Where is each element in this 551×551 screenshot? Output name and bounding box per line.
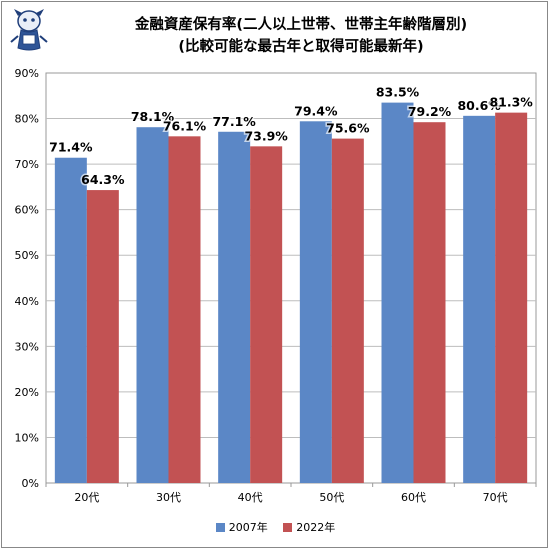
data-label-2022年-30代: 76.1% [163,118,207,133]
data-label-2007年-30代: 78.1% [131,109,175,124]
legend-label-2022: 2022年 [296,521,336,534]
x-tick-label: 60代 [401,491,426,504]
y-tick-label: 20% [15,386,39,399]
y-tick-label: 40% [15,295,39,308]
legend-swatch-2007 [215,522,225,532]
y-tick-label: 30% [15,340,39,353]
data-label-2007年-70代: 80.6% [457,98,501,113]
y-tick-label: 10% [15,431,39,444]
bar-2007年-40代 [218,131,251,483]
bar-2007年-50代 [299,121,332,484]
bar-2022年-50代 [331,138,364,483]
legend-swatch-2022 [283,522,293,532]
y-tick-label: 90% [15,67,39,80]
data-label-2007年-40代: 77.1% [212,114,256,129]
legend-item-2007: 2007年 [215,519,268,535]
bar-2022年-70代 [495,112,528,483]
data-label-2022年-60代: 79.2% [408,104,452,119]
data-label-2022年-40代: 73.9% [244,128,288,143]
bar-2022年-40代 [250,146,283,483]
legend-item-2022: 2022年 [283,519,335,535]
mascot-logo-icon [10,9,48,51]
bar-2022年-30代 [168,136,201,484]
plot-area [45,72,537,484]
chart-title: 金融資産保有率(二人以上世帯、世帯主年齢階層別) [134,17,468,33]
x-tick-label: 40代 [238,491,263,504]
bar-2007年-20代 [54,157,87,483]
bar-2007年-60代 [381,102,414,483]
bar-2007年-30代 [136,127,169,483]
bar-2022年-60代 [413,122,446,483]
y-tick-label: 70% [15,158,39,171]
data-label-2007年-20代: 71.4% [49,140,93,155]
y-tick-label: 50% [15,249,39,262]
data-label-2022年-50代: 75.6% [326,121,370,136]
y-tick-label: 80% [15,113,39,126]
legend-label-2007: 2007年 [228,521,268,534]
data-label-2022年-70代: 81.3% [489,95,533,110]
bar-2007年-70代 [463,115,496,484]
bar-2022年-20代 [86,190,119,484]
y-tick-label: 60% [15,204,39,217]
data-label-2022年-20代: 64.3% [81,172,125,187]
chart-subtitle: (比較可能な最古年と取得可能最新年) [178,39,424,55]
data-label-2007年-60代: 83.5% [376,85,420,100]
y-tick-label: 0% [22,477,39,490]
x-tick-label: 70代 [483,491,508,504]
x-tick-label: 50代 [319,491,344,504]
x-tick-label: 20代 [74,491,99,504]
chart-legend: 2007年 2022年 [0,519,551,535]
x-tick-label: 30代 [156,491,181,504]
data-label-2007年-50代: 79.4% [294,103,338,118]
